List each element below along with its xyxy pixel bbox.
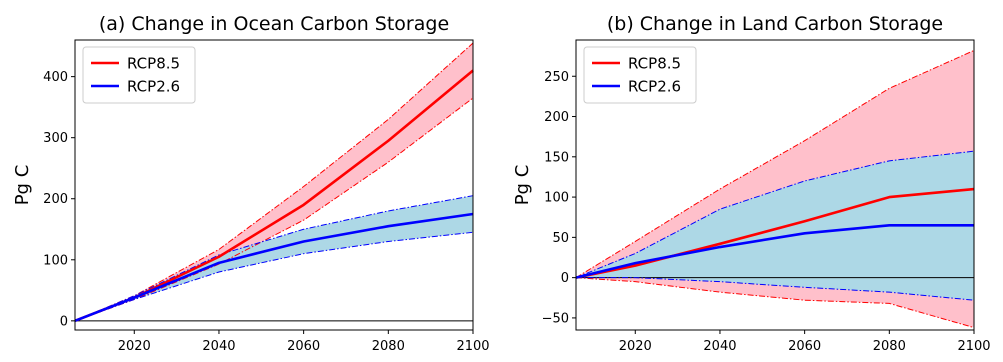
y-axis-label: Pg C [512, 165, 533, 206]
chart-title: (b) Change in Land Carbon Storage [607, 13, 943, 35]
series-upper-line-2 [74, 195, 474, 322]
x-tick-label: 2020 [619, 339, 652, 354]
x-tick-label: 2040 [202, 339, 235, 354]
series-line-2 [74, 212, 474, 323]
axes-frame [74, 39, 474, 331]
legend-entry-1: RCP8.5 [628, 55, 681, 73]
legend-entry-2: RCP2.6 [127, 78, 180, 96]
series-lower-line-1 [74, 97, 474, 322]
x-tick-label: 2080 [873, 339, 906, 354]
legend-entry-2: RCP2.6 [628, 78, 681, 96]
series-band-2 [576, 151, 974, 301]
y-tick-label: 50 [552, 231, 569, 246]
x-tick-label: 2060 [788, 339, 821, 354]
y-tick-label: 200 [43, 192, 68, 207]
series-lower-line-1 [575, 277, 975, 329]
x-tick-label: 2020 [118, 339, 151, 354]
chart-panel-1: 2020 2040 2060 2080 2100 0 100 200 300 400 (a) Cha… [12, 13, 490, 354]
y-tick-label: 200 [544, 110, 569, 125]
legend-box [583, 46, 697, 104]
x-tick-label: 2080 [372, 339, 405, 354]
y-tick-label: 0 [561, 271, 569, 286]
legend-entry-1: RCP8.5 [127, 55, 180, 73]
y-tick-label: 0 [60, 314, 68, 329]
y-tick-label: −50 [542, 311, 569, 326]
y-tick-label: 100 [544, 191, 569, 206]
series-line-1 [575, 187, 975, 279]
series-lower-line-2 [74, 231, 474, 322]
x-tick-label: 2060 [287, 339, 320, 354]
series-lower-line-2 [576, 277, 975, 301]
chart-panel-2: 2020 2040 2060 2080 2100 −50 0 50 100 150 200 250 (b… [512, 13, 991, 354]
x-tick-label: 2100 [957, 339, 990, 354]
chart-title: (a) Change in Ocean Carbon Storage [99, 13, 449, 35]
y-tick-label: 300 [43, 131, 68, 146]
series-band-2 [75, 195, 473, 321]
y-tick-label: 100 [43, 253, 68, 268]
y-axis-label: Pg C [12, 165, 33, 206]
legend: RCP8.5 RCP2.6 [583, 46, 697, 104]
legend-box [82, 46, 196, 104]
series-line-2 [575, 223, 974, 279]
legend: RCP8.5 RCP2.6 [82, 46, 196, 104]
series-upper-line-2 [575, 150, 975, 279]
y-tick-label: 150 [544, 150, 569, 165]
x-tick-label: 2100 [456, 339, 489, 354]
y-tick-label: 250 [544, 70, 569, 85]
series-upper-line-1 [575, 50, 975, 279]
x-tick-label: 2040 [703, 339, 736, 354]
y-tick-label: 400 [43, 70, 68, 85]
series-upper-line-1 [74, 42, 474, 322]
axes-frame [575, 39, 975, 331]
